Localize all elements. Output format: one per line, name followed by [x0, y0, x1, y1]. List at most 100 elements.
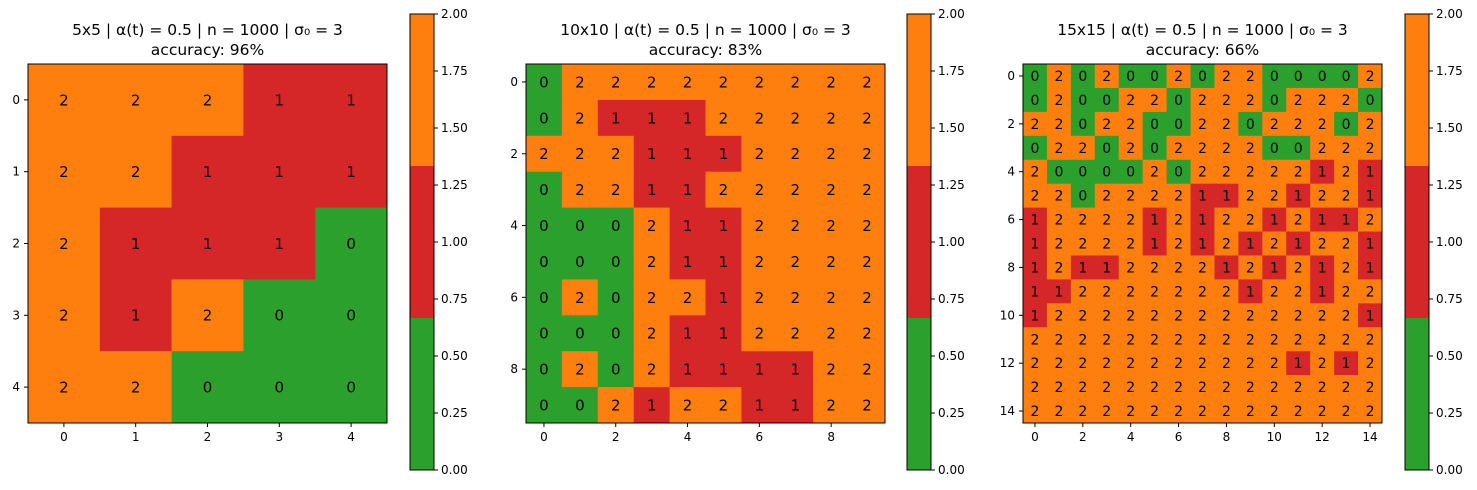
cell-value-label: 0 — [1174, 117, 1183, 133]
cell-value-label: 2 — [1342, 380, 1351, 396]
heatmap-cell — [705, 99, 742, 137]
heatmap-cell — [1262, 111, 1287, 137]
cell-value-label: 1 — [647, 396, 657, 414]
heatmap-cell — [1310, 64, 1335, 89]
cell-value-label: 0 — [1150, 117, 1159, 133]
heatmap-cell — [1094, 279, 1120, 304]
heatmap-cell — [1046, 111, 1072, 137]
colorbar-band — [907, 166, 931, 318]
heatmap-cell — [813, 279, 850, 316]
colorbar-tick-label: 1.25 — [1436, 178, 1463, 192]
cell-value-label: 2 — [1174, 284, 1183, 300]
heatmap-cell — [1190, 279, 1215, 304]
heatmap-cell — [705, 279, 742, 316]
cell-value-label: 0 — [1150, 141, 1159, 157]
cell-value-label: 1 — [719, 361, 729, 379]
heatmap-cell — [1190, 231, 1215, 256]
heatmap-cell — [561, 243, 599, 280]
cell-value-label: 2 — [862, 145, 872, 163]
cell-value-label: 1 — [346, 91, 356, 109]
heatmap-cell — [1358, 255, 1383, 280]
colorbar-band — [410, 14, 434, 167]
colorbar-tick-label: 1.75 — [938, 64, 965, 78]
cell-value-label: 2 — [1318, 189, 1327, 205]
cell-value-label: 2 — [755, 253, 765, 271]
cell-value-label: 1 — [683, 253, 693, 271]
heatmap-cell — [1190, 255, 1215, 280]
heatmap-cell — [1046, 207, 1072, 233]
heatmap-cell — [1334, 351, 1359, 376]
heatmap-cell — [1094, 159, 1120, 185]
heatmap-cell — [1046, 279, 1072, 304]
cell-value-label: 1 — [1294, 356, 1303, 372]
heatmap-cell — [1358, 351, 1383, 376]
heatmap-cell — [1046, 159, 1072, 185]
cell-value-label: 2 — [1198, 404, 1207, 420]
heatmap-cell — [1023, 64, 1048, 89]
cell-value-label: 0 — [539, 325, 549, 343]
heatmap-cell — [705, 243, 742, 280]
colorbar-tick-label: 1.75 — [441, 64, 468, 78]
heatmap-cell — [1262, 135, 1287, 161]
heatmap-cell — [561, 207, 599, 244]
cell-value-label: 2 — [826, 361, 836, 379]
cell-value-label: 2 — [1102, 189, 1111, 205]
chart-subtitle-accuracy: accuracy: 66% — [1146, 41, 1259, 59]
cell-value-label: 1 — [719, 217, 729, 235]
heatmap-cell — [1142, 255, 1168, 280]
cell-value-label: 0 — [539, 181, 549, 199]
heatmap-cell — [99, 279, 173, 352]
cell-value-label: 0 — [1078, 93, 1087, 109]
cell-value-label: 0 — [275, 307, 285, 325]
heatmap-cell — [669, 315, 706, 352]
cell-value-label: 0 — [1150, 69, 1159, 85]
cell-value-label: 2 — [1246, 189, 1255, 205]
cell-value-label: 2 — [1222, 380, 1231, 396]
cell-value-label: 2 — [1126, 404, 1135, 420]
cell-value-label: 2 — [1126, 93, 1135, 109]
cell-value-label: 2 — [647, 253, 657, 271]
cell-value-label: 2 — [826, 145, 836, 163]
heatmap-cell — [597, 99, 635, 137]
heatmap-cell — [849, 171, 886, 209]
colorbar-tick-label: 0.25 — [1436, 406, 1463, 420]
heatmap-cell — [1334, 183, 1359, 209]
heatmap-cell — [1334, 64, 1359, 89]
heatmap-cell — [315, 64, 388, 137]
cell-value-label: 1 — [1366, 165, 1375, 181]
cell-value-label: 2 — [575, 181, 585, 199]
cell-value-label: 1 — [1078, 260, 1087, 276]
heatmap-cell — [1142, 111, 1168, 137]
cell-value-label: 1 — [1294, 189, 1303, 205]
cell-value-label: 2 — [1126, 356, 1135, 372]
cell-value-label: 1 — [1366, 237, 1375, 253]
cell-value-label: 2 — [790, 109, 800, 127]
cell-value-label: 0 — [346, 235, 356, 253]
heatmap-cell — [1070, 135, 1096, 161]
cell-value-label: 2 — [1174, 141, 1183, 157]
cell-value-label: 2 — [1102, 332, 1111, 348]
cell-value-label: 2 — [862, 289, 872, 307]
cell-value-label: 1 — [1294, 237, 1303, 253]
heatmap-cell — [1334, 231, 1359, 256]
heatmap-cell — [1142, 231, 1168, 256]
cell-value-label: 2 — [1102, 117, 1111, 133]
heatmap-cell — [669, 351, 706, 388]
cell-value-label: 1 — [647, 181, 657, 199]
colorbar-tick-label: 1.00 — [938, 235, 965, 249]
heatmap-cell — [99, 64, 173, 137]
heatmap-cell — [1310, 111, 1335, 137]
cell-value-label: 2 — [755, 217, 765, 235]
heatmap-cell — [1334, 303, 1359, 328]
heatmap-cell — [1118, 351, 1144, 376]
cell-value-label: 2 — [826, 325, 836, 343]
y-tick-label: 2 — [12, 237, 20, 251]
cell-value-label: 0 — [1078, 117, 1087, 133]
cell-value-label: 1 — [275, 163, 285, 181]
cell-value-label: 2 — [1054, 404, 1063, 420]
cell-value-label: 2 — [1174, 237, 1183, 253]
heatmap-cell — [171, 64, 244, 137]
cell-value-label: 2 — [826, 289, 836, 307]
heatmap-cell — [1142, 64, 1168, 89]
cell-value-label: 1 — [1318, 165, 1327, 181]
